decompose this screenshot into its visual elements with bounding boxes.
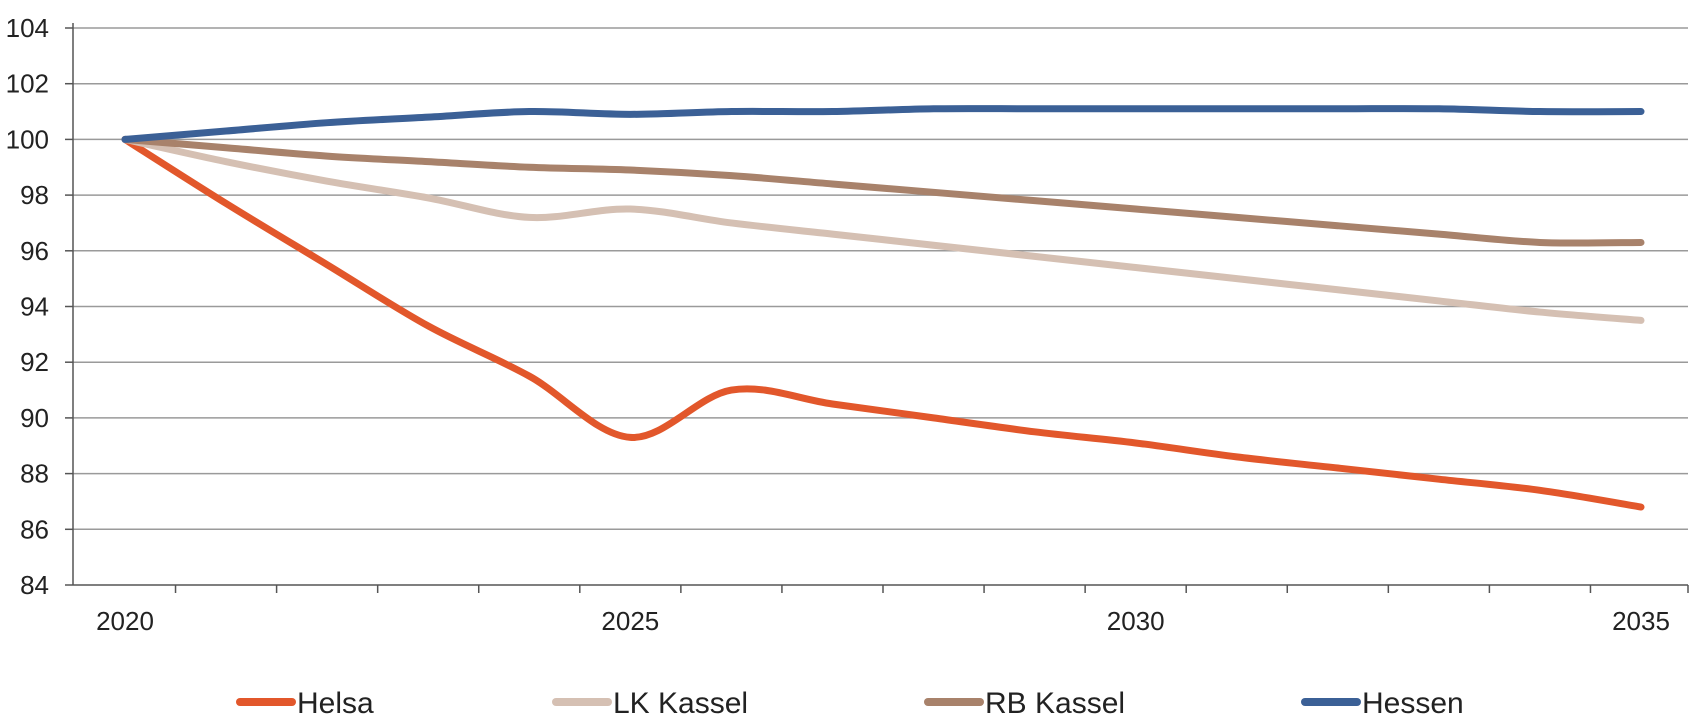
- x-tick-label: 2035: [1612, 606, 1670, 636]
- legend-label-rb-kassel: RB Kassel: [985, 687, 1125, 718]
- x-tick-label: 2020: [96, 606, 154, 636]
- y-tick-label: 88: [20, 459, 49, 489]
- legend-label-hessen: Hessen: [1362, 687, 1464, 718]
- x-tick-label: 2030: [1107, 606, 1165, 636]
- series-line-hessen: [121, 105, 1645, 143]
- y-tick-label: 102: [6, 69, 49, 99]
- y-tick-label: 94: [20, 292, 49, 322]
- series-lines: [121, 105, 1645, 511]
- series-line-helsa: [121, 135, 1645, 511]
- y-tick-label: 100: [6, 124, 49, 154]
- series-line-lk-kassel: [121, 135, 1645, 324]
- gridlines: [73, 27, 1688, 531]
- legend-label-lk-kassel: LK Kassel: [613, 687, 748, 718]
- legend: Helsa LK Kassel RB Kassel Hessen: [236, 687, 1464, 718]
- series-line-rb-kassel: [121, 135, 1645, 247]
- y-tick-label: 96: [20, 236, 49, 266]
- y-tick-label: 90: [20, 403, 49, 433]
- x-tick-label: 2025: [601, 606, 659, 636]
- y-tick-label: 98: [20, 180, 49, 210]
- legend-label-helsa: Helsa: [297, 687, 374, 718]
- y-tick-label: 104: [6, 13, 49, 43]
- y-tick-label: 92: [20, 347, 49, 377]
- axes: 84 86 88 90 92 94 96 98 100 102 104 2020 2025 2030 203…: [6, 13, 1689, 636]
- y-tick-label: 86: [20, 514, 49, 544]
- y-tick-label: 84: [20, 570, 49, 600]
